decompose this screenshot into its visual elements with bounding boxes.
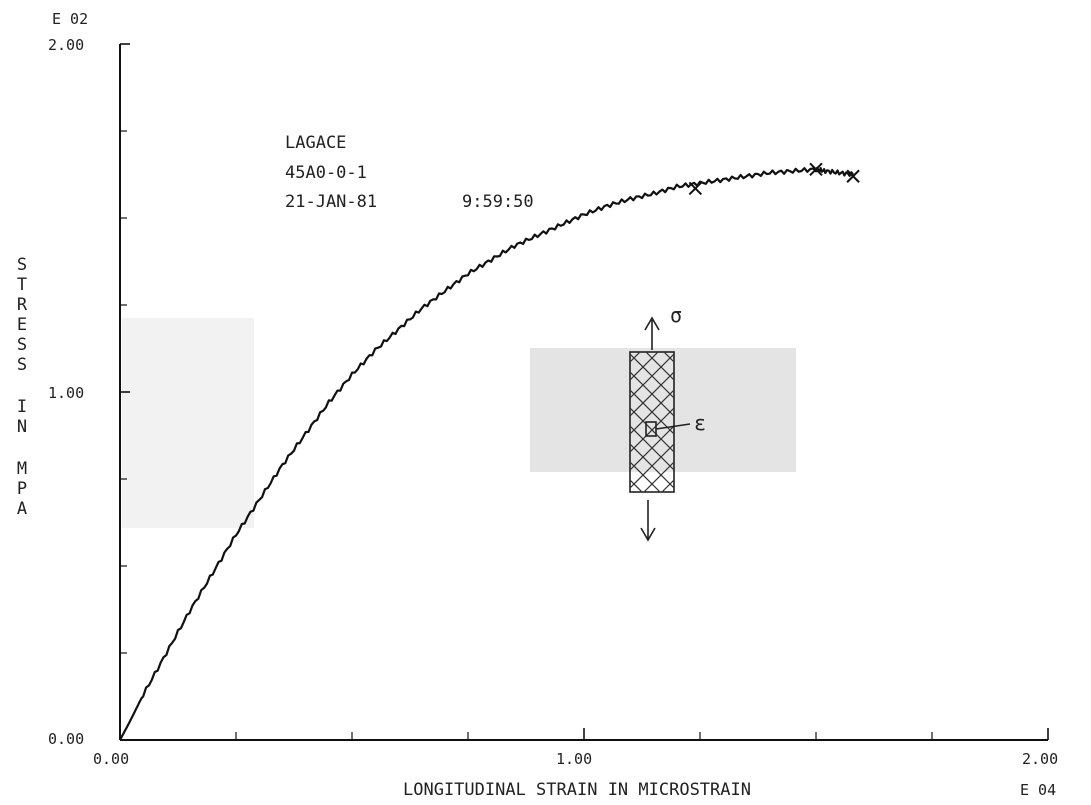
- y-axis-title-char: M: [17, 459, 27, 479]
- y-axis-title-char: S: [17, 355, 27, 375]
- stress-arrow-up: [644, 316, 660, 350]
- hatch-line: [630, 425, 674, 471]
- x-tick-label-0: 0.00: [93, 750, 129, 768]
- info-specimen: 45A0-0-1: [285, 163, 367, 183]
- hatch-line: [630, 192, 674, 236]
- hatch-line: [630, 246, 674, 290]
- info-date: 21-JAN-81: [285, 192, 377, 212]
- paper-patch-left: [122, 318, 254, 528]
- stress-arrow-down: [640, 500, 656, 542]
- paper-patch-right: [530, 348, 796, 472]
- y-multiplier-label: E 02: [52, 10, 88, 28]
- hatch-line: [630, 352, 641, 363]
- x-tick-label-2: 2.00: [1022, 750, 1058, 768]
- y-tick-label-1: 1.00: [48, 384, 84, 402]
- y-axis-title-char: R: [17, 295, 28, 315]
- y-axis-title-char: T: [17, 275, 27, 295]
- hatch-line: [630, 443, 674, 489]
- specimen-crosshatch: [630, 192, 674, 614]
- hatch-line: [630, 264, 674, 308]
- hatch-line: [630, 192, 674, 236]
- hatch-line: [630, 389, 674, 435]
- hatch-line: [630, 228, 674, 272]
- hatch-line: [630, 210, 674, 254]
- y-axis-title-char: P: [17, 479, 27, 499]
- specimen-outline: [629, 351, 675, 493]
- hatch-line: [663, 352, 674, 363]
- hatch-line: [630, 407, 674, 453]
- x-multiplier-label: E 04: [1020, 781, 1056, 799]
- x-axis-title: LONGITUDINAL STRAIN IN MICROSTRAIN: [403, 780, 751, 800]
- hatch-line: [630, 246, 674, 290]
- y-tick-label-2: 2.00: [48, 36, 84, 54]
- data-marker-x: [809, 162, 823, 176]
- hatch-line: [630, 228, 674, 272]
- hatch-line: [630, 570, 674, 614]
- specimen-sketch: σ ε: [629, 192, 706, 614]
- hatch-line: [630, 570, 674, 614]
- y-axis-title-char: A: [17, 499, 27, 519]
- hatch-line: [630, 353, 674, 399]
- stress-strain-series-line: [119, 166, 854, 741]
- hatch-line: [630, 371, 674, 417]
- hatch-line: [630, 516, 674, 560]
- info-time: 9:59:50: [462, 192, 534, 212]
- hatch-line: [630, 498, 674, 542]
- hatch-line: [630, 516, 674, 560]
- y-axis-title-char: I: [17, 397, 27, 417]
- hatch-line: [643, 461, 674, 492]
- hatch-line: [630, 534, 674, 578]
- hatch-line: [630, 352, 659, 381]
- hatch-line: [630, 210, 674, 254]
- hatch-line: [630, 534, 674, 578]
- hatch-line: [661, 479, 674, 492]
- y-axis-title-char: N: [17, 417, 27, 437]
- data-markers: [688, 162, 860, 196]
- hatch-line: [630, 479, 643, 492]
- y-axis-title-char: S: [17, 335, 27, 355]
- y-axis-title-char: E: [17, 315, 27, 335]
- gauge-leader-line: [655, 423, 691, 430]
- y-axis-title-char: S: [17, 255, 27, 275]
- sigma-label: σ: [670, 303, 682, 327]
- hatch-line: [630, 552, 674, 596]
- x-tick-label-1: 1.00: [556, 750, 592, 768]
- hatch-line: [630, 498, 674, 542]
- axis-ticks: [120, 43, 1049, 740]
- y-tick-label-0: 0.00: [48, 730, 84, 748]
- info-name: LAGACE: [285, 133, 346, 153]
- hatch-line: [630, 264, 674, 308]
- epsilon-label: ε: [694, 411, 706, 435]
- data-marker-x: [688, 181, 703, 196]
- data-marker-x: [846, 169, 860, 183]
- hatch-line: [630, 552, 674, 596]
